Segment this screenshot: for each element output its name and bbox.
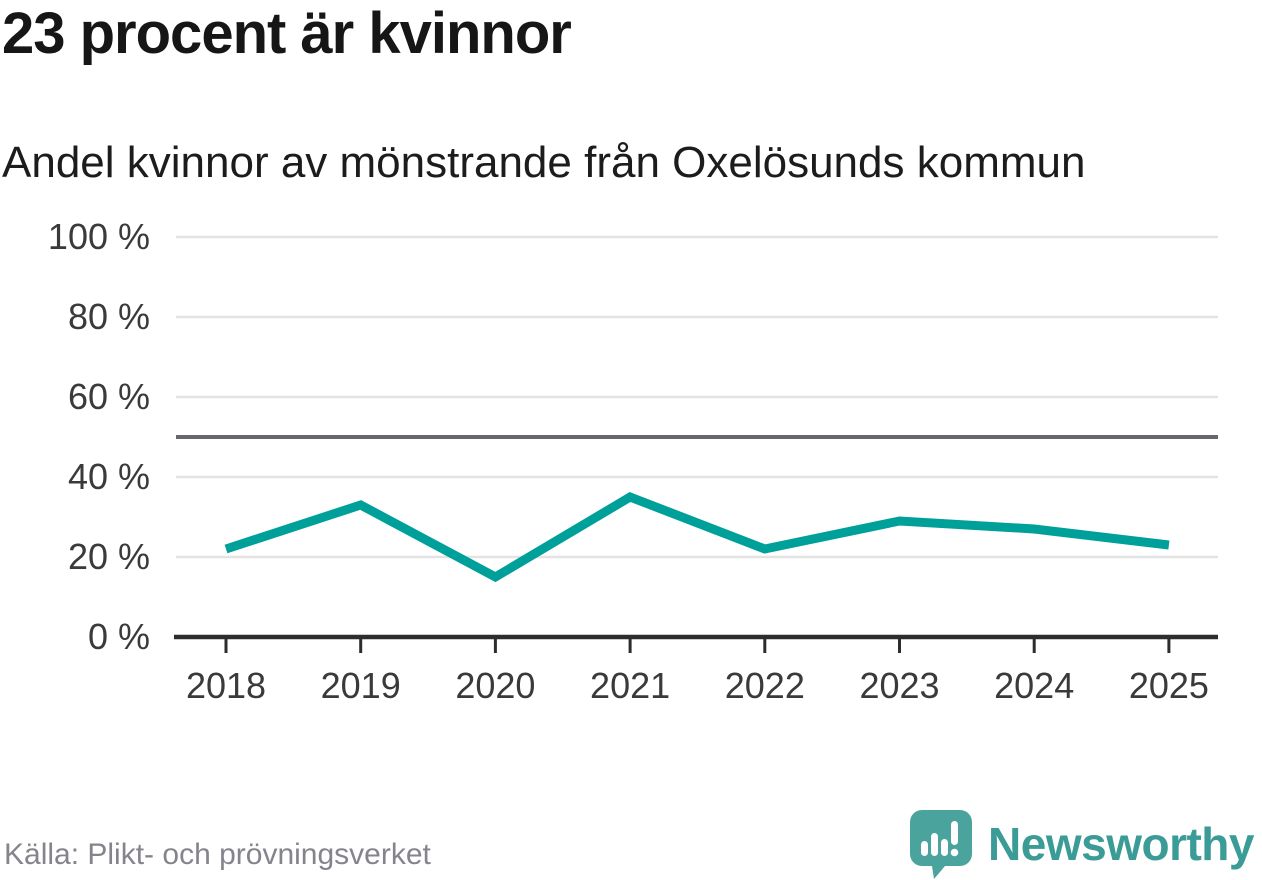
x-tick-label-2022: 2022 [725,665,805,706]
y-tick-label-0: 0 % [88,616,150,657]
line-chart: 0 % 20 % 40 % 60 % 80 % 100 % 2018 2019 2020 2021… [48,216,1218,706]
x-tick-label-2025: 2025 [1129,665,1209,706]
x-tick-label-2024: 2024 [994,665,1074,706]
y-tick-label-20: 20 % [68,536,150,577]
y-tick-label-40: 40 % [68,456,150,497]
x-tick-label-2021: 2021 [590,665,670,706]
x-tick-label-2019: 2019 [321,665,401,706]
chart-title: 23 procent är kvinnor [2,1,572,66]
newsworthy-logo-text: Newsworthy [988,818,1254,870]
y-tick-label-80: 80 % [68,296,150,337]
newsworthy-logo: Newsworthy [908,808,1254,880]
logo-exclamation-bar [951,821,959,845]
bar-chart-bubble-icon [910,810,973,879]
chart-area: 0 % 20 % 40 % 60 % 80 % 100 % 2018 2019 2020 2021… [0,200,1262,725]
x-tick-label-2020: 2020 [455,665,535,706]
logo-bar-3 [941,839,949,856]
data-line-series [224,492,1170,583]
logo-bar-1 [921,841,929,856]
x-tick-label-2018: 2018 [186,665,266,706]
source-note: Källa: Plikt- och prövningsverket [4,838,431,871]
x-tick-label-2023: 2023 [859,665,939,706]
y-tick-label-60: 60 % [68,376,150,417]
chart-subtitle: Andel kvinnor av mönstrande från Oxelösu… [2,138,1086,187]
logo-bar-2 [931,833,939,856]
y-tick-label-100: 100 % [48,216,150,257]
logo-exclamation-dot [950,848,959,857]
